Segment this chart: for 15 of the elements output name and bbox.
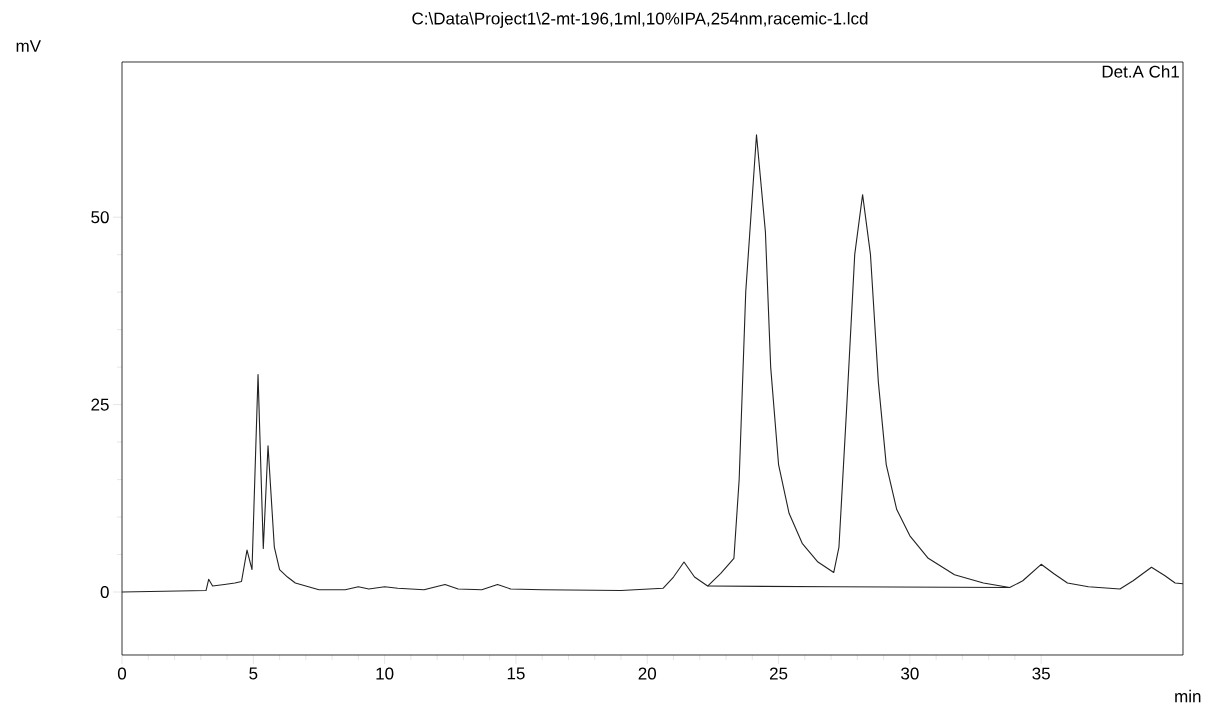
x-tick-label: 10 [376,667,394,680]
x-tick-label: 30 [901,667,919,680]
y-tick-label: 50 [91,211,109,224]
x-tick-label: 35 [1032,667,1050,680]
annotation: Det.A Ch1 [1102,65,1179,78]
y-tick-label: 25 [91,398,109,411]
chart-title: C:\Data\Project1\2-mt-196,1ml,10%IPA,254nm,racemic-1.lcd [412,12,868,28]
x-tick-label: 25 [769,667,788,680]
y-tick-label: 0 [100,586,109,599]
x-tick-label: 5 [249,667,258,680]
x-tick-label: 15 [507,667,525,680]
x-tick-label: 20 [638,667,657,680]
x-axis-title: min [1175,689,1201,703]
y-axis-title: mV [16,40,41,52]
x-tick-label: 0 [117,667,127,680]
